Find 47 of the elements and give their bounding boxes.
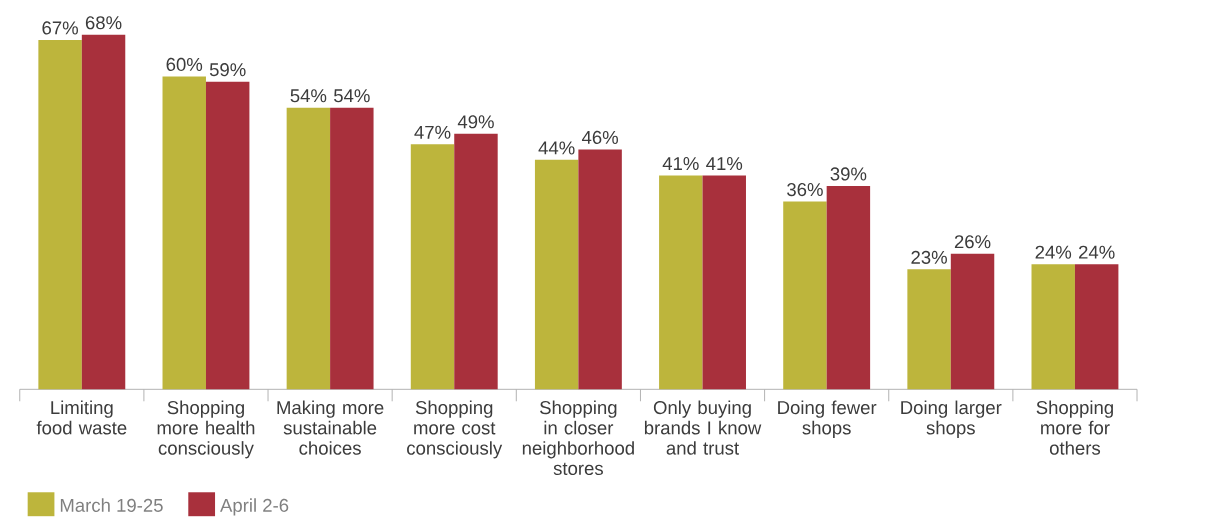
bar [534, 159, 579, 390]
data-label: 26% [954, 235, 991, 249]
bar [783, 201, 827, 390]
bar [907, 269, 951, 390]
bar [330, 107, 374, 390]
x-tick-label: Only buying brands I know and trust [644, 400, 762, 455]
bar [205, 81, 250, 390]
bar [162, 76, 206, 390]
data-label: 47% [414, 125, 451, 139]
x-tick-label: Shopping more cost consciously [407, 400, 503, 459]
data-label: 54% [290, 89, 327, 103]
bar [826, 185, 871, 390]
data-label: 24% [1035, 245, 1072, 259]
bar [410, 144, 455, 390]
data-label: 54% [333, 89, 370, 103]
data-label: 41% [662, 156, 699, 170]
legend-label: April 2-6 [220, 498, 289, 516]
bar [702, 175, 746, 390]
x-tick-label: Shopping more for others [1036, 400, 1113, 455]
bar [659, 175, 703, 390]
data-label: 36% [787, 182, 823, 197]
bar [578, 149, 622, 390]
x-tick-label: Making more sustainable choices [277, 400, 384, 455]
bar [38, 39, 82, 390]
x-tick-label: Shopping in closer neighborhood stores [522, 400, 634, 475]
data-label: 44% [538, 141, 575, 155]
legend-label: March 19-25 [60, 498, 163, 512]
bar [950, 253, 995, 390]
data-label: 23% [911, 250, 947, 264]
bar [286, 107, 331, 390]
bar [1074, 264, 1119, 390]
data-label: 59% [209, 62, 246, 77]
x-tick-label: Doing fewer shops [778, 400, 877, 438]
data-label: 24% [1079, 245, 1115, 259]
data-label: 41% [706, 156, 743, 170]
data-label: 60% [166, 57, 203, 71]
data-label: 68% [85, 16, 122, 30]
x-tick-label: Doing larger shops [901, 400, 1002, 438]
bar [81, 34, 126, 390]
bar [1031, 264, 1075, 390]
x-tick-label: Limiting food waste [36, 400, 127, 435]
data-label: 49% [457, 115, 494, 129]
data-label: 46% [581, 130, 619, 144]
x-tick-label: Shopping more health consciously [157, 400, 255, 459]
data-label: 67% [42, 21, 78, 35]
data-label: 39% [830, 167, 867, 181]
bar [454, 133, 498, 390]
